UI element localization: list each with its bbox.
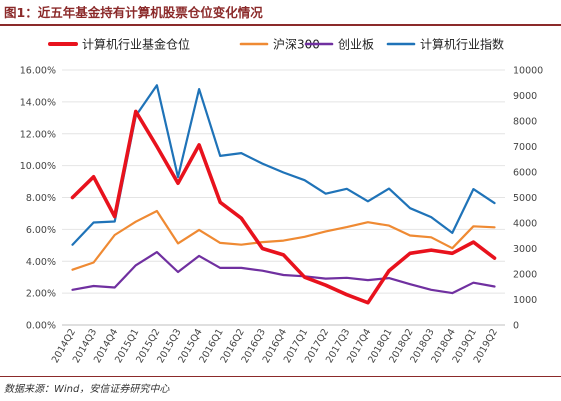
gridlines	[62, 69, 505, 326]
source-note: 数据来源：Wind，安信证券研究中心	[4, 384, 170, 395]
right-tick-label: 3000	[513, 244, 537, 255]
left-tick-label: 4.00%	[26, 257, 56, 268]
left-tick-label: 10.00%	[20, 161, 56, 172]
series-line-it-index	[71, 84, 496, 246]
right-tick-label: 8000	[513, 117, 537, 128]
legend-label: 计算机行业基金仓位	[82, 37, 190, 52]
figure-title-text: 近五年基金持有计算机股票仓位变化情况	[37, 5, 263, 20]
left-tick-label: 8.00%	[26, 193, 56, 204]
series-line-hs300	[71, 209, 496, 271]
left-tick-label: 16.00%	[20, 66, 56, 77]
left-axis-ticks: 0.00% 2.00% 4.00% 6.00% 8.00% 10.00% 12.00% 14.…	[20, 66, 56, 332]
left-tick-label: 6.00%	[26, 225, 56, 236]
title-rule	[0, 24, 561, 26]
bottom-rule	[0, 376, 561, 377]
series-lines	[70, 84, 497, 305]
left-tick-label: 0.00%	[26, 321, 56, 332]
series-line-fund-position	[70, 109, 497, 305]
x-axis-ticks: 2014Q22014Q32014Q42015Q12015Q22015Q32015…	[50, 327, 500, 365]
left-tick-label: 2.00%	[26, 289, 56, 300]
figure-title: 图1：近五年基金持有计算机股票仓位变化情况	[4, 3, 263, 23]
right-tick-label: 9000	[513, 91, 537, 102]
right-axis-ticks: 0 1000 2000 3000 4000 5000 6000 7000 8000 9000 100…	[513, 66, 543, 332]
legend: 计算机行业基金仓位 沪深300 创业板 计算机行业指数	[48, 37, 504, 52]
series-line-chinext	[71, 251, 496, 295]
right-tick-label: 10000	[513, 66, 543, 77]
right-tick-label: 2000	[513, 270, 537, 281]
left-tick-label: 14.00%	[20, 97, 56, 108]
right-tick-label: 6000	[513, 168, 537, 179]
legend-label: 计算机行业指数	[420, 37, 504, 52]
line-chart: 0.00% 2.00% 4.00% 6.00% 8.00% 10.00% 12.00% 14.…	[20, 37, 543, 366]
left-tick-label: 12.00%	[20, 129, 56, 140]
right-tick-label: 5000	[513, 193, 537, 204]
right-tick-label: 1000	[513, 295, 537, 306]
legend-label: 沪深300	[273, 38, 320, 52]
right-tick-label: 7000	[513, 142, 537, 153]
figure-label: 图1：	[4, 5, 38, 20]
legend-label: 创业板	[338, 38, 374, 52]
right-tick-label: 4000	[513, 219, 537, 230]
right-tick-label: 0	[513, 321, 519, 332]
